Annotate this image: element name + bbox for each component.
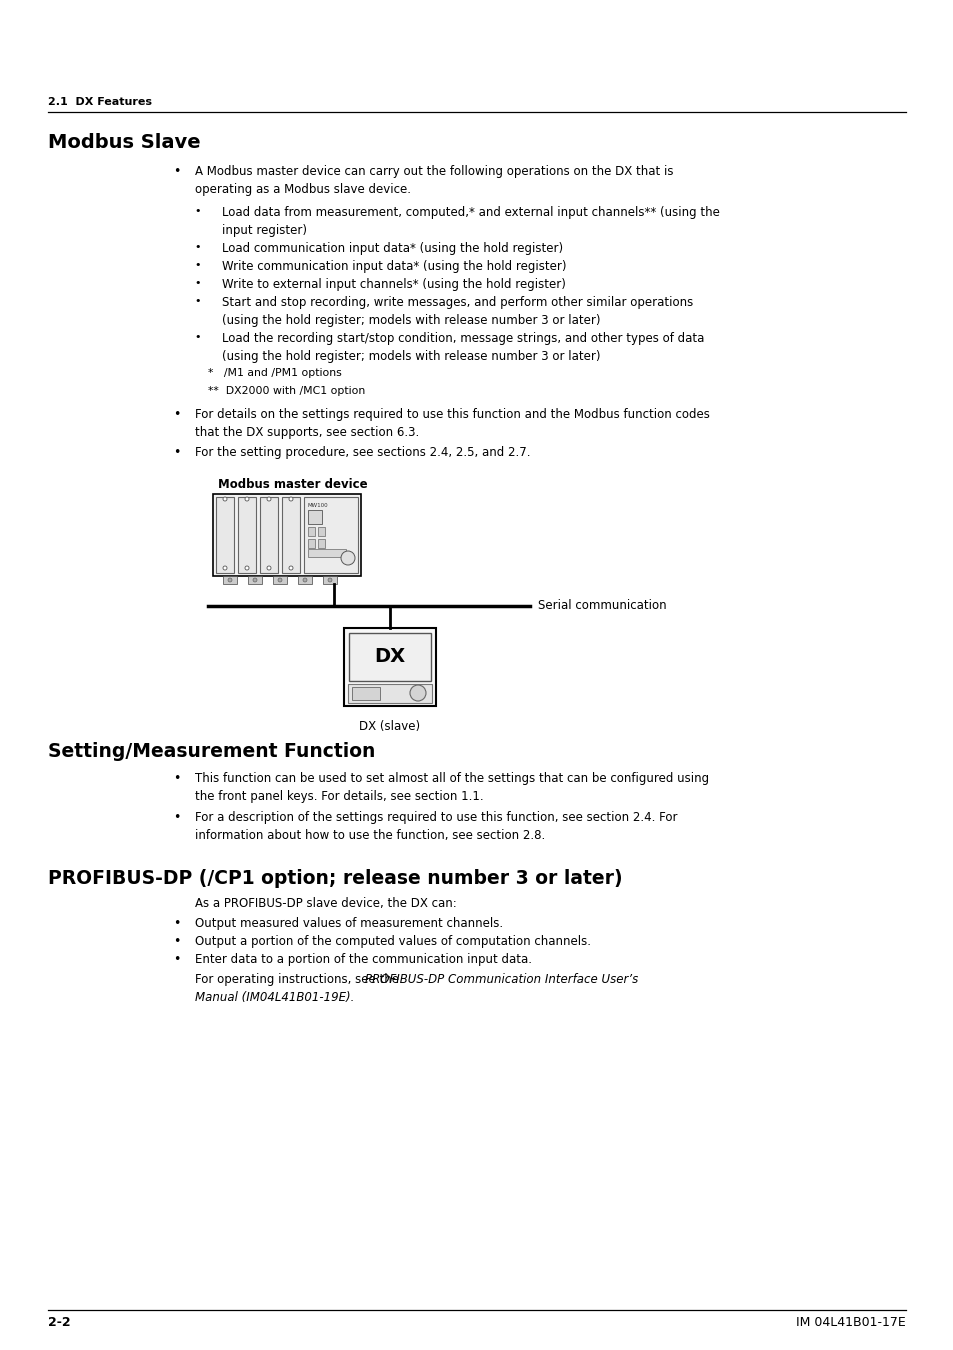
Text: •: • [172, 446, 180, 459]
Text: Setting/Measurement Function: Setting/Measurement Function [48, 743, 375, 761]
Text: *   /M1 and /PM1 options: * /M1 and /PM1 options [208, 369, 341, 378]
Circle shape [245, 566, 249, 570]
Bar [248, 576, 262, 585]
Bar [223, 576, 236, 585]
Text: 2-2: 2-2 [48, 1316, 71, 1328]
Bar [273, 576, 287, 585]
Bar [308, 526, 314, 536]
Bar [308, 549, 346, 558]
Bar [213, 494, 360, 576]
Circle shape [267, 566, 271, 570]
Text: •: • [172, 936, 180, 948]
Circle shape [277, 578, 282, 582]
Text: Enter data to a portion of the communication input data.: Enter data to a portion of the communica… [194, 953, 532, 967]
Text: As a PROFIBUS-DP slave device, the DX can:: As a PROFIBUS-DP slave device, the DX ca… [194, 896, 456, 910]
Text: information about how to use the function, see section 2.8.: information about how to use the functio… [194, 829, 545, 842]
Text: For a description of the settings required to use this function, see section 2.4: For a description of the settings requir… [194, 811, 677, 824]
Text: •: • [172, 408, 180, 421]
Circle shape [303, 578, 307, 582]
Circle shape [223, 566, 227, 570]
Circle shape [253, 578, 256, 582]
Text: IM 04L41B01-17E: IM 04L41B01-17E [796, 1316, 905, 1328]
Text: •: • [172, 811, 180, 824]
Text: For operating instructions, see the: For operating instructions, see the [194, 973, 402, 985]
Text: A Modbus master device can carry out the following operations on the DX that is: A Modbus master device can carry out the… [194, 165, 673, 178]
Text: Load communication input data* (using the hold register): Load communication input data* (using th… [222, 242, 562, 255]
Text: Load the recording start/stop condition, message strings, and other types of dat: Load the recording start/stop condition,… [222, 332, 703, 346]
Bar [317, 526, 325, 536]
Bar [304, 497, 357, 572]
Text: Start and stop recording, write messages, and perform other similar operations: Start and stop recording, write messages… [222, 296, 693, 309]
Text: •: • [193, 207, 200, 216]
Text: DX: DX [374, 648, 405, 667]
Bar [348, 684, 432, 703]
Bar [344, 628, 436, 706]
Circle shape [245, 497, 249, 501]
Bar [282, 497, 299, 572]
Circle shape [223, 497, 227, 501]
Text: •: • [172, 917, 180, 930]
Text: Output measured values of measurement channels.: Output measured values of measurement ch… [194, 917, 502, 930]
Circle shape [340, 551, 355, 566]
Text: Load data from measurement, computed,* and external input channels** (using the: Load data from measurement, computed,* a… [222, 207, 720, 219]
Bar [308, 539, 314, 548]
Bar [323, 576, 336, 585]
Text: (using the hold register; models with release number 3 or later): (using the hold register; models with re… [222, 315, 599, 327]
Text: •: • [172, 953, 180, 967]
Text: Write communication input data* (using the hold register): Write communication input data* (using t… [222, 261, 566, 273]
Text: For details on the settings required to use this function and the Modbus functio: For details on the settings required to … [194, 408, 709, 421]
Text: •: • [172, 772, 180, 784]
Bar [260, 497, 277, 572]
Text: This function can be used to set almost all of the settings that can be configur: This function can be used to set almost … [194, 772, 708, 784]
Bar [349, 633, 431, 680]
Bar [237, 497, 255, 572]
Text: operating as a Modbus slave device.: operating as a Modbus slave device. [194, 184, 411, 196]
Text: •: • [193, 278, 200, 288]
Bar [308, 510, 322, 524]
Circle shape [289, 566, 293, 570]
Text: •: • [193, 261, 200, 270]
Bar [352, 687, 379, 701]
Text: •: • [193, 242, 200, 252]
Circle shape [410, 684, 426, 701]
Text: Modbus master device: Modbus master device [218, 478, 367, 491]
Circle shape [289, 497, 293, 501]
Text: For the setting procedure, see sections 2.4, 2.5, and 2.7.: For the setting procedure, see sections … [194, 446, 530, 459]
Text: input register): input register) [222, 224, 307, 238]
Circle shape [328, 578, 332, 582]
Text: Serial communication: Serial communication [537, 599, 666, 612]
Text: Output a portion of the computed values of computation channels.: Output a portion of the computed values … [194, 936, 590, 948]
Text: the front panel keys. For details, see section 1.1.: the front panel keys. For details, see s… [194, 790, 483, 803]
Text: that the DX supports, see section 6.3.: that the DX supports, see section 6.3. [194, 427, 418, 439]
Text: **  DX2000 with /MC1 option: ** DX2000 with /MC1 option [208, 386, 365, 396]
Text: (using the hold register; models with release number 3 or later): (using the hold register; models with re… [222, 350, 599, 363]
Circle shape [267, 497, 271, 501]
Bar [297, 576, 312, 585]
Text: Modbus Slave: Modbus Slave [48, 134, 200, 153]
Bar [317, 539, 325, 548]
Circle shape [228, 578, 232, 582]
Text: Manual (IM04L41B01-19E).: Manual (IM04L41B01-19E). [194, 991, 354, 1004]
Text: •: • [193, 296, 200, 306]
Text: Write to external input channels* (using the hold register): Write to external input channels* (using… [222, 278, 565, 292]
Text: 2.1  DX Features: 2.1 DX Features [48, 97, 152, 107]
Text: DX (slave): DX (slave) [359, 720, 420, 733]
Bar [215, 497, 233, 572]
Text: PROFIBUS-DP (/CP1 option; release number 3 or later): PROFIBUS-DP (/CP1 option; release number… [48, 869, 622, 888]
Text: PROFIBUS-DP Communication Interface User’s: PROFIBUS-DP Communication Interface User… [365, 973, 638, 985]
Text: MW100: MW100 [308, 504, 328, 508]
Text: •: • [193, 332, 200, 342]
Text: •: • [172, 165, 180, 178]
